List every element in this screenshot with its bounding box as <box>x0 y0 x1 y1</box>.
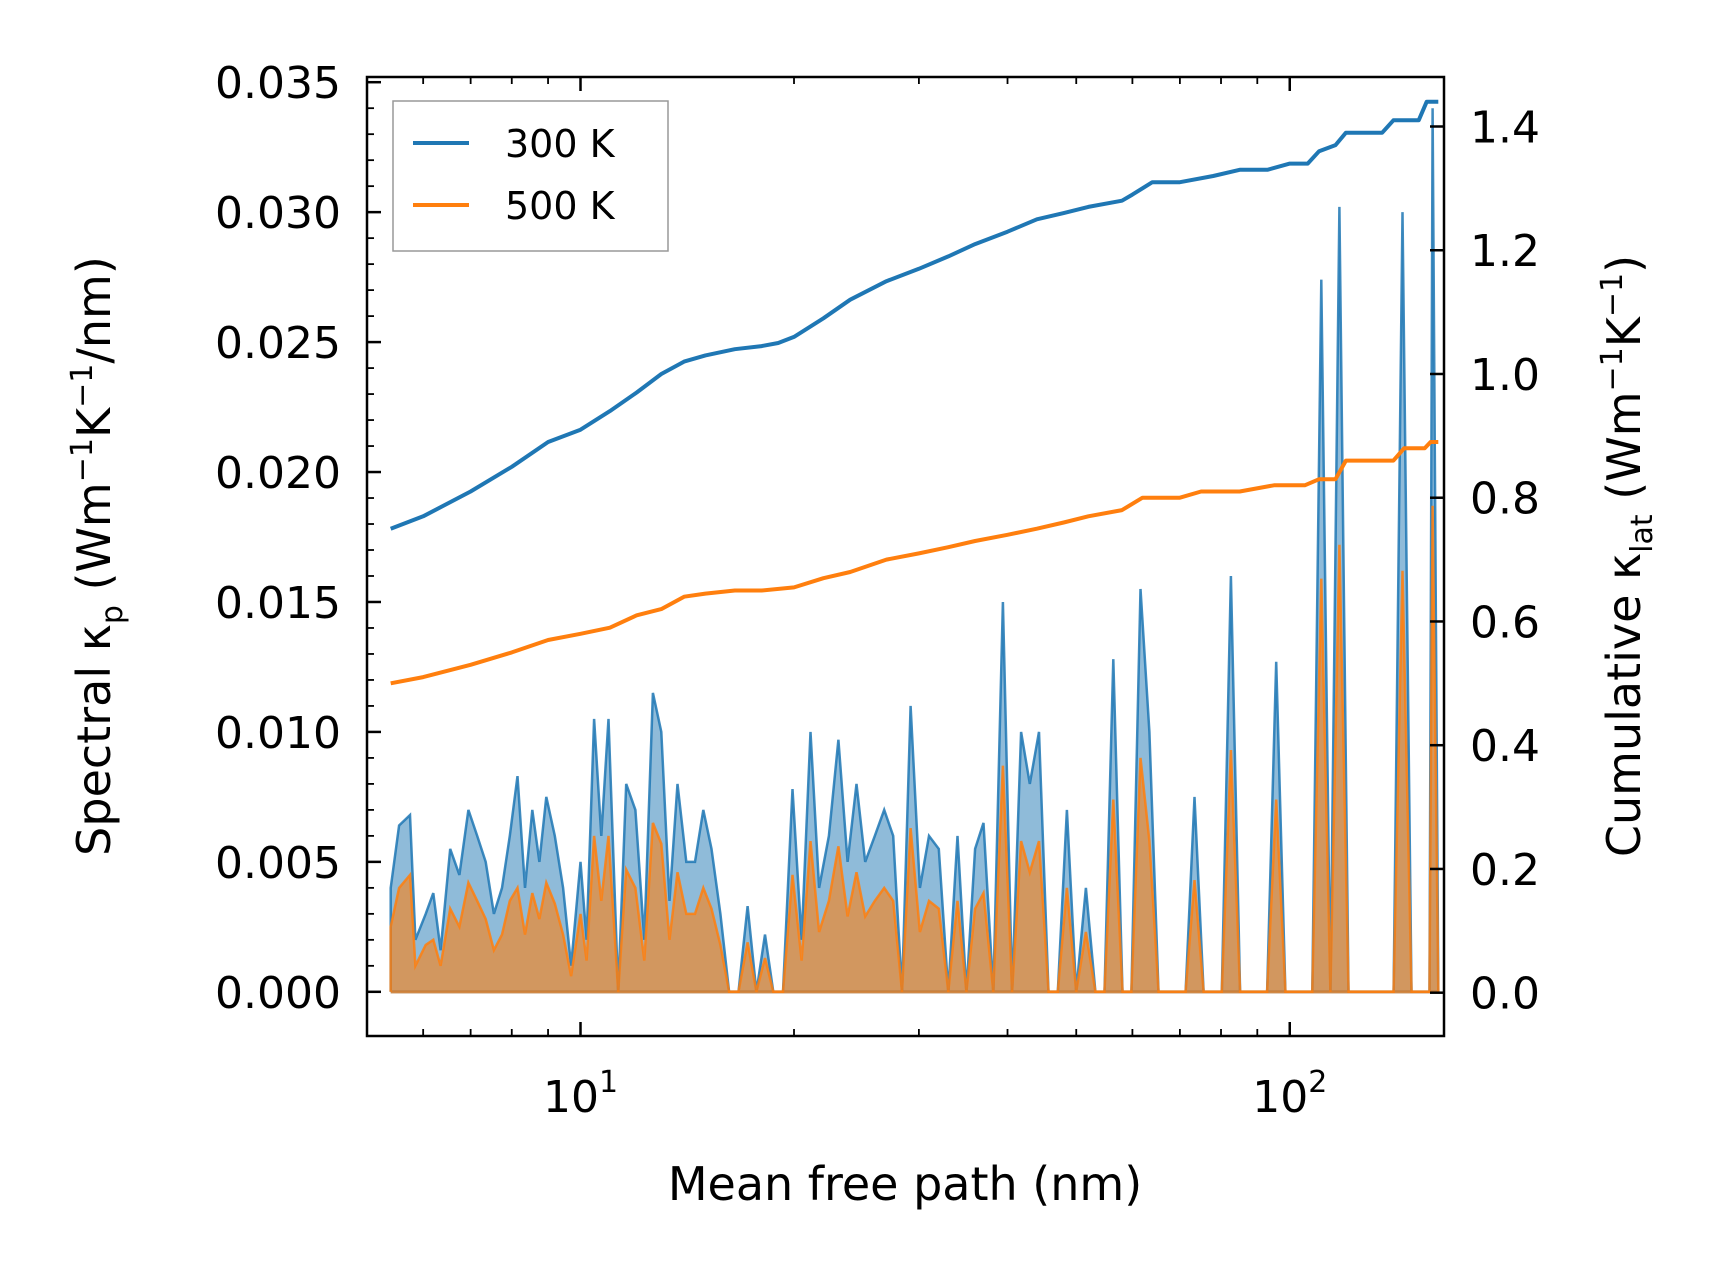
right-y-tick-label: 0.0 <box>1470 969 1540 1020</box>
x-tick-label: 101 <box>543 1065 618 1123</box>
spectral-fill-layer <box>390 108 1439 992</box>
left-y-axis-title: Spectral κp (Wm−1K−1/nm) <box>65 256 130 856</box>
left-y-tick-label: 0.000 <box>215 968 341 1019</box>
legend: 300 K 500 K <box>392 100 669 252</box>
right-y-tick-label: 0.8 <box>1470 474 1540 525</box>
right-y-tick-label: 0.4 <box>1470 721 1540 772</box>
cumulative-line-layer <box>389 99 1439 686</box>
spectral-line-layer <box>389 108 1440 994</box>
plot-frame <box>365 75 1446 1038</box>
left-y-tick-label: 0.035 <box>215 58 341 109</box>
x-axis-title: Mean free path (nm) <box>668 1157 1142 1211</box>
right-y-tick-label: 0.2 <box>1470 845 1540 896</box>
axis-ticks <box>367 77 1444 1036</box>
axis-tick-labels: 0.000 0.005 0.010 0.015 0.020 0.025 0.030 0.035… <box>215 58 1540 1123</box>
cumulative-line-300k <box>389 99 1439 531</box>
right-y-tick-label: 1.2 <box>1470 226 1540 277</box>
spectral-fill-500k <box>390 505 1439 992</box>
left-y-tick-label: 0.030 <box>215 188 341 239</box>
left-y-tick-label: 0.025 <box>215 318 341 369</box>
left-y-tick-label: 0.015 <box>215 578 341 629</box>
left-y-tick-label: 0.020 <box>215 448 341 499</box>
right-y-tick-label: 1.0 <box>1470 350 1540 401</box>
x-tick-label: 102 <box>1252 1065 1327 1123</box>
legend-box <box>392 100 669 252</box>
legend-label-500k: 500 K <box>505 184 616 228</box>
right-y-tick-label: 0.6 <box>1470 597 1540 648</box>
legend-label-300k: 300 K <box>505 122 616 166</box>
left-y-tick-label: 0.010 <box>215 708 341 759</box>
right-y-tick-label: 1.4 <box>1470 102 1540 153</box>
cumulative-line-500k <box>390 440 1439 686</box>
right-y-axis-title: Cumulative κlat (Wm−1K−1) <box>1595 255 1660 857</box>
spectral-fill-300k <box>390 108 1439 992</box>
left-y-tick-label: 0.005 <box>215 838 341 889</box>
